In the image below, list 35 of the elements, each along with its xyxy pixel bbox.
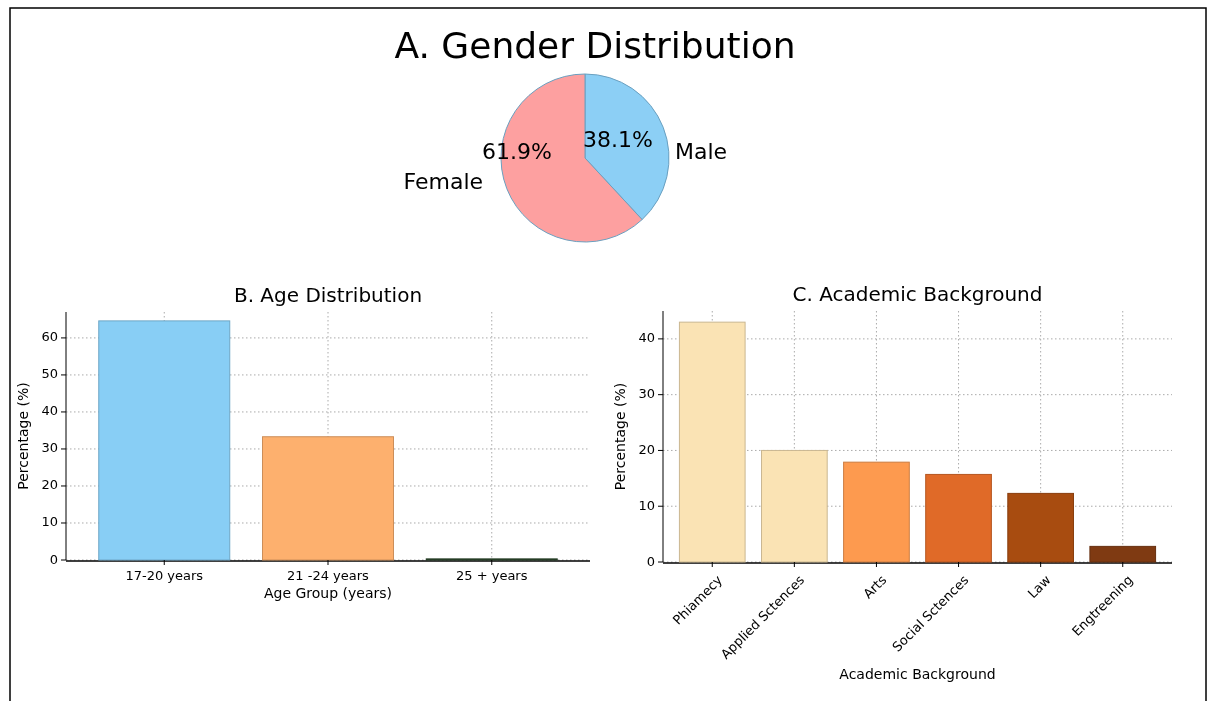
bar bbox=[98, 320, 231, 561]
y-tick-label: 10 bbox=[638, 497, 655, 513]
y-axis-title: Percentage (%) bbox=[15, 382, 31, 490]
slice-label: Male bbox=[674, 138, 728, 164]
chart-title: C. Academic Background bbox=[792, 282, 1043, 306]
x-axis-title: Age Group (years) bbox=[263, 585, 393, 601]
y-tick-label: 40 bbox=[41, 403, 58, 419]
x-tick-label: 25 + years bbox=[456, 568, 528, 583]
y-tick-label: 60 bbox=[41, 329, 58, 345]
y-tick-label: 30 bbox=[41, 440, 58, 456]
bar bbox=[1089, 545, 1157, 563]
chart-title: A. Gender Distribution bbox=[394, 25, 796, 66]
y-tick-label: 20 bbox=[41, 477, 58, 493]
y-tick-label: 10 bbox=[41, 514, 58, 530]
bar bbox=[678, 321, 746, 563]
y-tick-label: 40 bbox=[638, 330, 655, 346]
slice-label: Female bbox=[403, 169, 484, 195]
bar bbox=[761, 449, 828, 563]
data-label: 61.9% bbox=[482, 138, 552, 164]
x-tick-label: 17-20 years bbox=[125, 568, 204, 583]
bar bbox=[262, 436, 394, 561]
bar bbox=[925, 473, 992, 563]
chart-title: B. Age Distribution bbox=[233, 283, 423, 307]
y-tick-label: 0 bbox=[49, 551, 58, 567]
bar bbox=[843, 461, 910, 563]
y-axis-title: Percentage (%) bbox=[612, 382, 628, 491]
bar bbox=[1007, 492, 1074, 563]
y-tick-label: 20 bbox=[638, 441, 655, 457]
y-tick-label: 50 bbox=[41, 366, 58, 382]
x-axis-title: Academic Background bbox=[839, 666, 996, 682]
x-tick-label: 21 -24 years bbox=[287, 568, 370, 583]
x-tick-label: Law bbox=[1024, 572, 1054, 602]
data-label: 38.1% bbox=[583, 127, 653, 153]
y-tick-label: 0 bbox=[646, 553, 655, 569]
y-tick-label: 30 bbox=[638, 386, 655, 402]
